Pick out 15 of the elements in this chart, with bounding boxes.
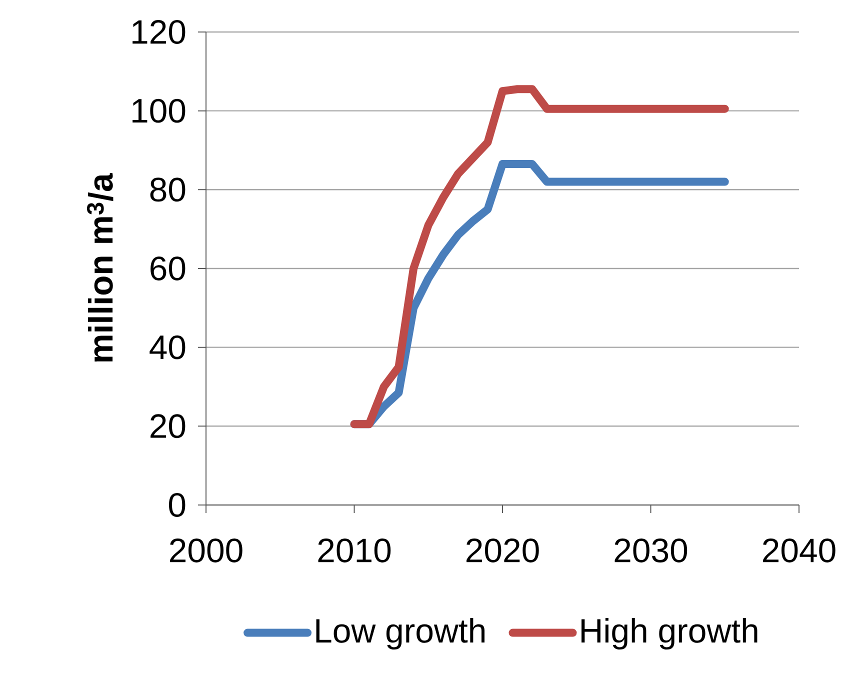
y-tick-label: 80 [150, 178, 186, 202]
y-tick-label: 40 [150, 335, 186, 360]
y-tick-label: 20 [150, 414, 186, 438]
legend-label: High growth [582, 618, 758, 650]
y-tick-label: 120 [132, 20, 186, 44]
legend-label: Low growth [316, 618, 484, 650]
y-tick-label: 60 [150, 256, 186, 280]
x-tick-label: 2030 [614, 538, 688, 562]
x-tick-label: 2000 [170, 538, 242, 562]
x-tick-label: 2040 [763, 538, 836, 562]
y-tick-label: 100 [132, 98, 186, 123]
x-tick-label: 2020 [466, 538, 539, 562]
y-axis-title: million m$^{3}$/a [86, 172, 114, 362]
x-tick-label: 2010 [318, 538, 391, 562]
y-tick-label: 0 [169, 492, 186, 517]
